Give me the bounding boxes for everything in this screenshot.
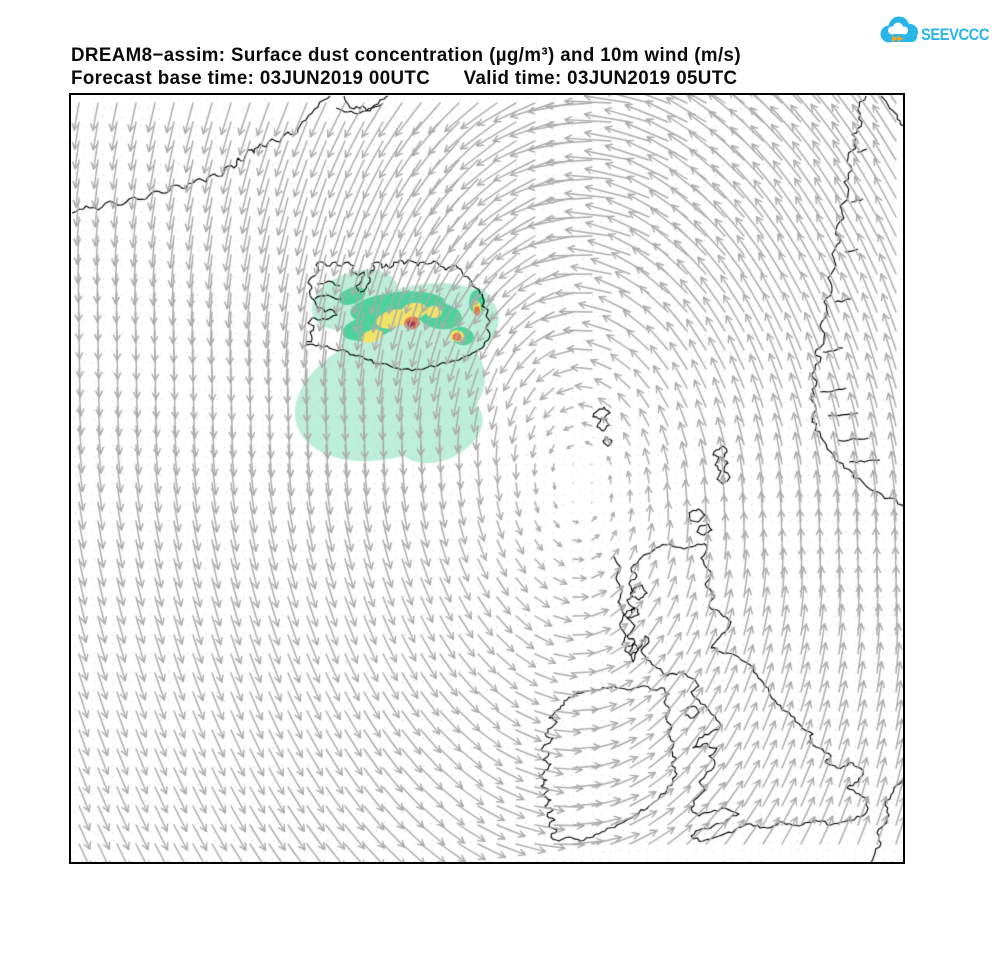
subtitle: Forecast base time: 03JUN2019 00UTC Vali… [71,68,737,90]
map-canvas [71,95,903,862]
page-title: DREAM8−assim: Surface dust concentration… [71,45,741,66]
map-frame [69,93,905,864]
legend: 20 1510255075100250500 [0,905,1008,958]
logo-arrow-icon [892,35,904,42]
seevccc-logo: SEEVCCC [880,16,990,44]
logo-text: SEEVCCC [921,25,989,44]
forecast-base-time: Forecast base time: 03JUN2019 00UTC [71,68,431,89]
valid-time: Valid time: 03JUN2019 05UTC [463,68,738,89]
cloud-icon [880,16,918,43]
